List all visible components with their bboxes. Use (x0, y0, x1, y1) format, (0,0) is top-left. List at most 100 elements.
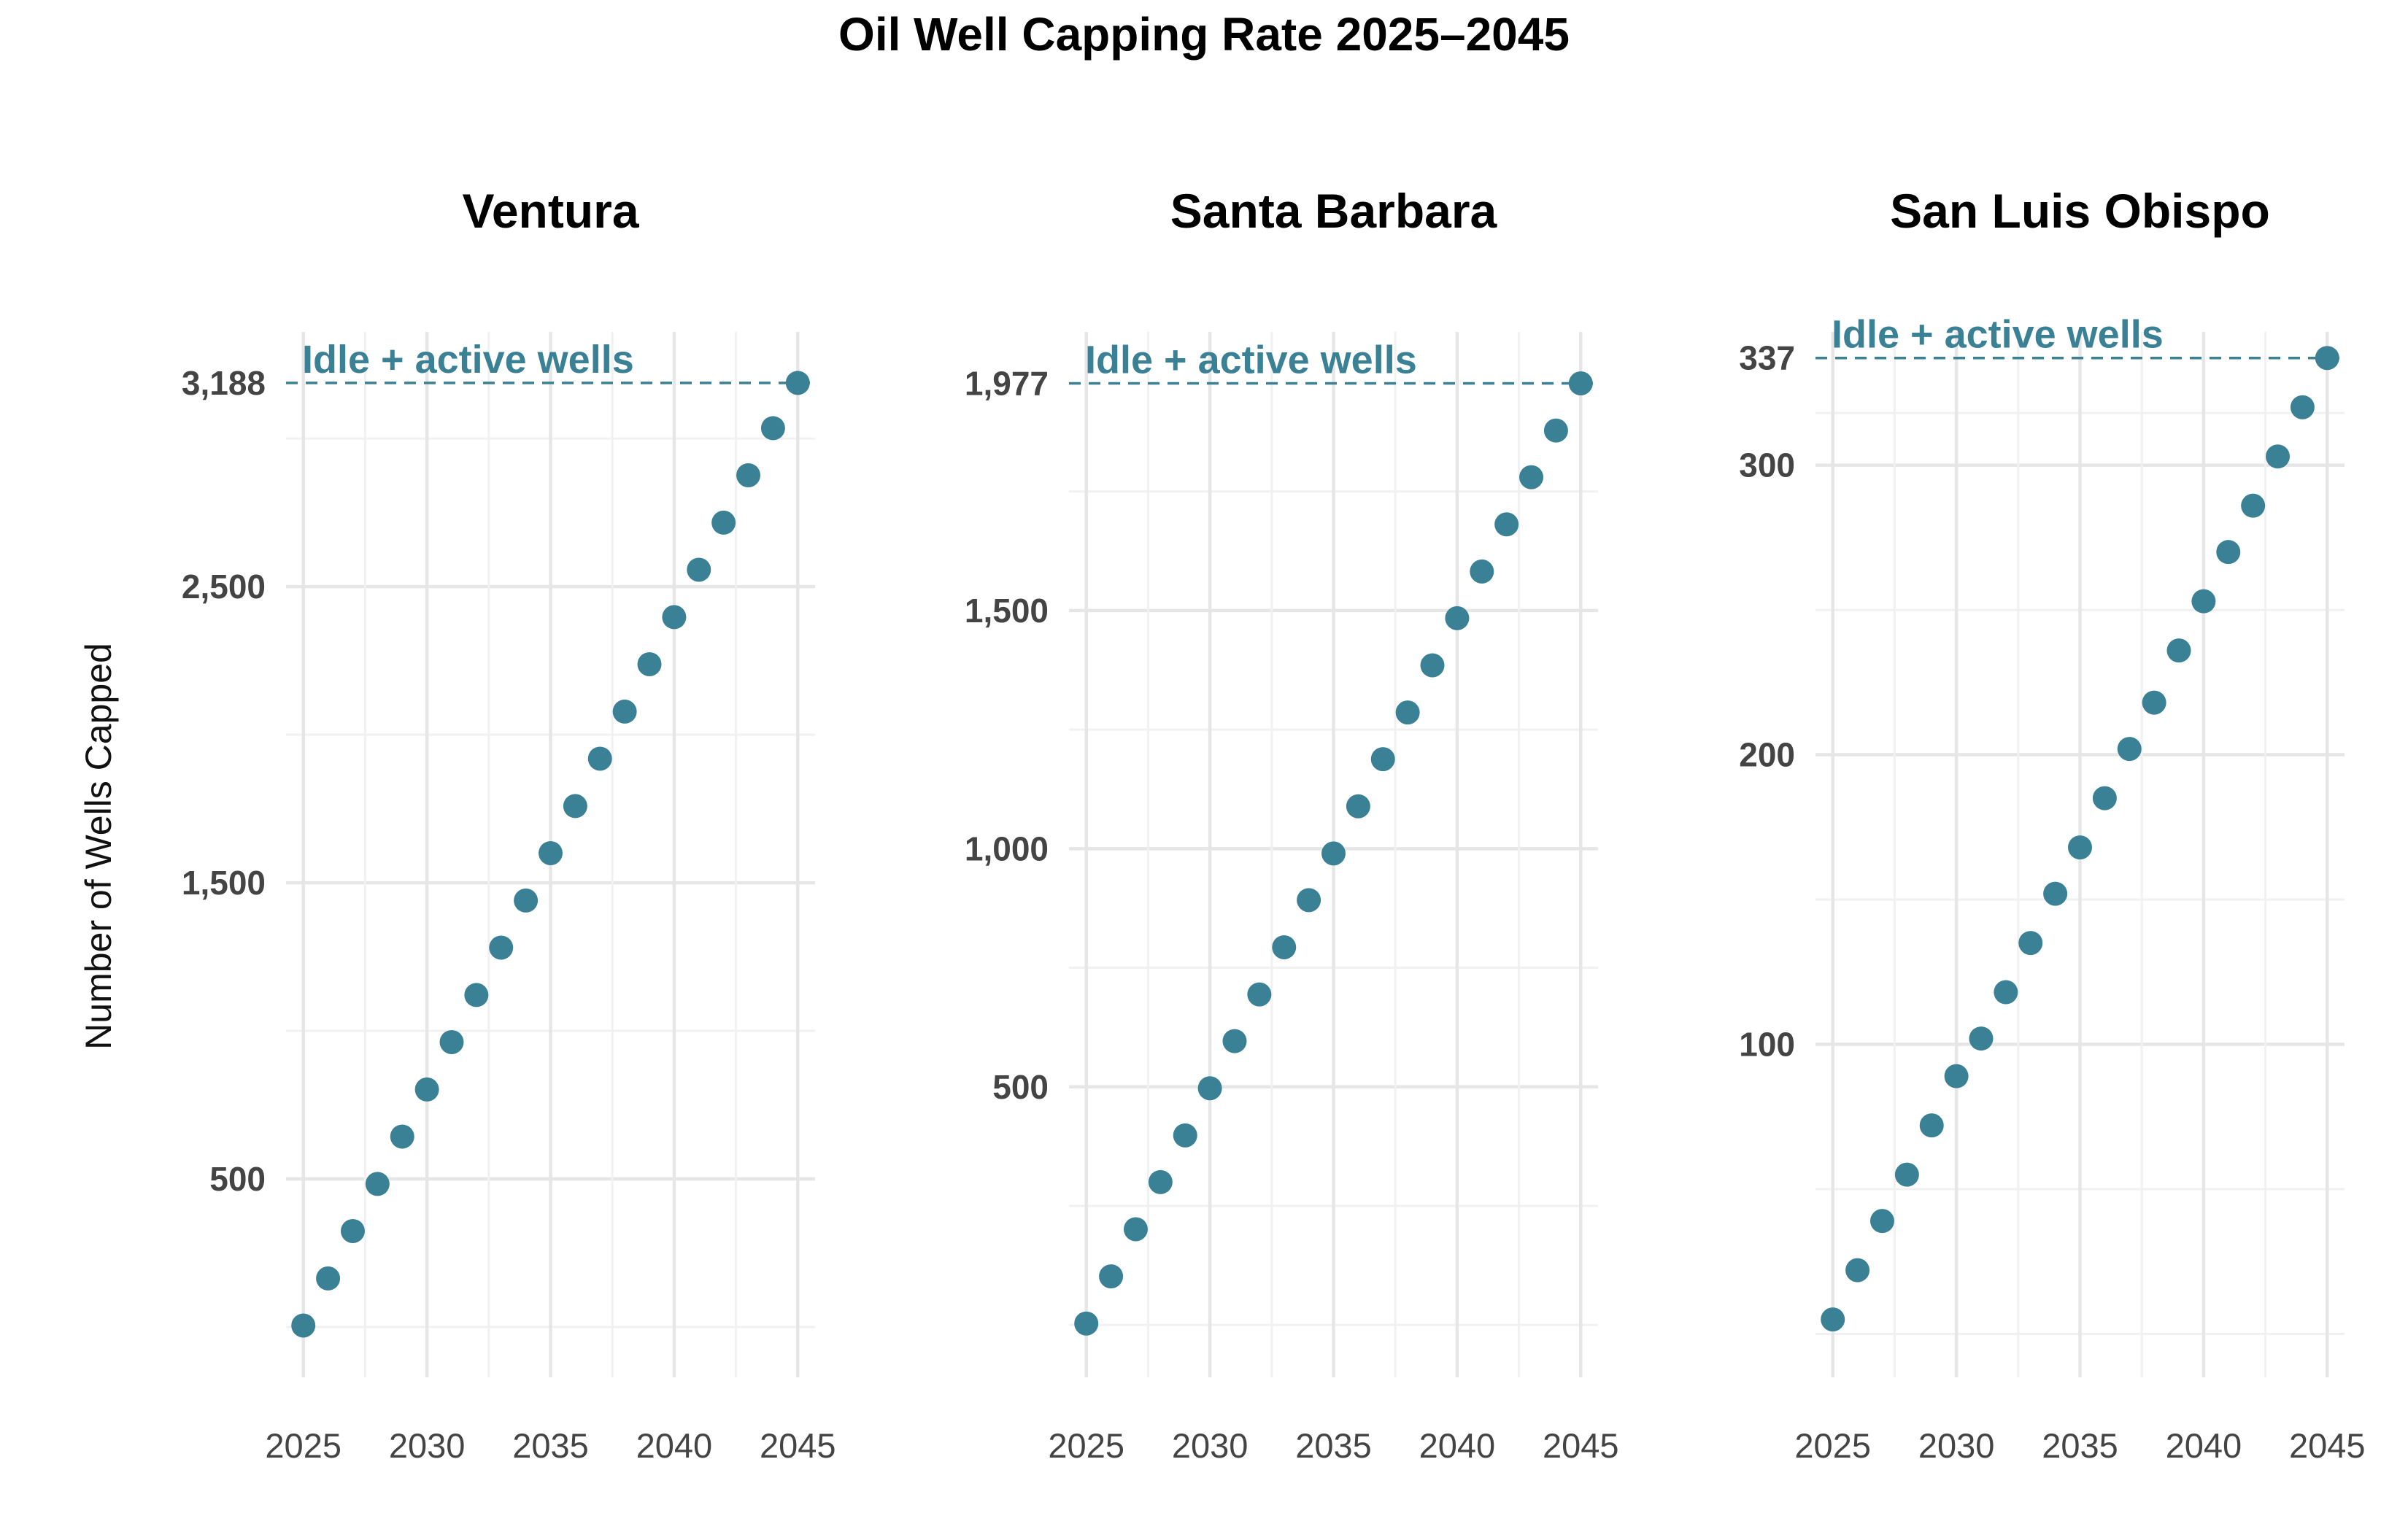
data-point (1894, 1162, 1919, 1187)
data-point (1148, 1169, 1173, 1194)
y-tick-label: 100 (1739, 1026, 1795, 1064)
data-point (539, 840, 563, 865)
data-point (785, 371, 810, 395)
data-point (1123, 1217, 1148, 1242)
data-point (1395, 700, 1420, 725)
data-point (1297, 888, 1321, 913)
data-point (2241, 493, 2266, 518)
data-point (340, 1218, 365, 1243)
data-point (2043, 881, 2068, 906)
data-point (2068, 835, 2092, 860)
data-point (1247, 982, 1272, 1007)
data-point (1370, 747, 1395, 772)
data-point (662, 605, 687, 630)
data-point (2216, 540, 2241, 565)
y-tick-label: 500 (992, 1068, 1049, 1106)
x-tick-label: 2035 (1295, 1426, 1372, 1465)
y-tick-label: 3,188 (182, 364, 266, 402)
data-point (1074, 1311, 1099, 1336)
panel-title: San Luis Obispo (1890, 184, 2270, 238)
data-point (1222, 1029, 1247, 1053)
reference-label: Idle + active wells (1832, 313, 2164, 357)
data-point (514, 888, 539, 913)
data-point (489, 935, 514, 960)
data-point (1099, 1264, 1124, 1289)
y-tick-label: 200 (1739, 736, 1795, 774)
data-point (1494, 512, 1519, 537)
data-point (390, 1124, 414, 1149)
data-point (1470, 559, 1494, 584)
data-point (2315, 346, 2339, 371)
x-tick-label: 2030 (1172, 1426, 1249, 1465)
y-tick-label: 1,500 (965, 592, 1049, 630)
data-point (612, 699, 637, 724)
data-point (2290, 395, 2315, 419)
data-point (711, 510, 736, 535)
data-point (414, 1077, 439, 1102)
y-tick-label: 500 (209, 1160, 266, 1198)
y-tick-label: 337 (1739, 339, 1795, 377)
panel-ventura: Idle + active wells Ventura 500 1,500 2,500 3… (182, 184, 836, 1465)
chart-title: Oil Well Capping Rate 2025–2045 (838, 8, 1570, 61)
data-point (1821, 1307, 1845, 1332)
data-point (1568, 371, 1593, 396)
x-tick-label: 2025 (1794, 1426, 1871, 1465)
data-point (2117, 737, 2142, 762)
data-point (1919, 1113, 1944, 1138)
x-tick-label: 2035 (2042, 1426, 2118, 1465)
y-tick-label: 1,977 (965, 365, 1049, 403)
data-point (1994, 980, 2018, 1005)
data-point (1272, 935, 1297, 959)
x-tick-label: 2040 (636, 1426, 713, 1465)
data-point (1869, 1209, 1894, 1234)
panel-title: Ventura (462, 184, 639, 238)
data-point (736, 463, 761, 487)
data-point (464, 983, 489, 1007)
reference-label: Idle + active wells (1085, 338, 1417, 382)
data-point (760, 416, 785, 441)
data-point (2166, 638, 2191, 663)
data-point (365, 1172, 390, 1196)
data-point (1445, 606, 1470, 630)
data-point (1346, 794, 1370, 819)
data-point (1321, 841, 1346, 866)
x-tick-label: 2045 (1543, 1426, 1619, 1465)
panel-title: Santa Barbara (1170, 184, 1498, 238)
data-point (2092, 786, 2117, 811)
x-tick-label: 2030 (389, 1426, 466, 1465)
panel-santa-barbara: Idle + active wells Santa Barbara 500 1,000… (965, 184, 1619, 1465)
x-tick-label: 2035 (512, 1426, 589, 1465)
data-point (2142, 690, 2166, 715)
data-point (687, 557, 711, 582)
y-tick-label: 1,000 (965, 829, 1049, 867)
data-point (291, 1313, 316, 1338)
data-point (563, 794, 587, 819)
x-tick-label: 2025 (265, 1426, 341, 1465)
data-point (1944, 1064, 1969, 1088)
data-point (1519, 465, 1544, 490)
y-tick-label: 300 (1739, 446, 1795, 484)
data-point (1969, 1026, 1994, 1051)
panel-san-luis-obispo: Idle + active wells San Luis Obispo 100 200… (1739, 184, 2365, 1465)
x-tick-label: 2025 (1048, 1426, 1124, 1465)
y-tick-label: 2,500 (182, 568, 266, 606)
data-point (637, 651, 662, 676)
x-tick-label: 2030 (1918, 1426, 1995, 1465)
x-tick-label: 2040 (1419, 1426, 1496, 1465)
reference-label: Idle + active wells (302, 338, 634, 382)
data-point (1845, 1258, 1870, 1283)
data-point (1543, 418, 1568, 443)
data-point (1173, 1123, 1197, 1148)
data-point (2191, 589, 2216, 614)
data-point (2018, 931, 2043, 956)
data-point (1420, 653, 1445, 678)
x-tick-label: 2045 (760, 1426, 836, 1465)
x-tick-label: 2040 (2166, 1426, 2242, 1465)
y-tick-label: 1,500 (182, 864, 266, 902)
data-point (2266, 444, 2291, 469)
data-point (316, 1266, 341, 1291)
data-point (439, 1029, 464, 1054)
x-tick-label: 2045 (2289, 1426, 2366, 1465)
data-point (1197, 1076, 1222, 1101)
